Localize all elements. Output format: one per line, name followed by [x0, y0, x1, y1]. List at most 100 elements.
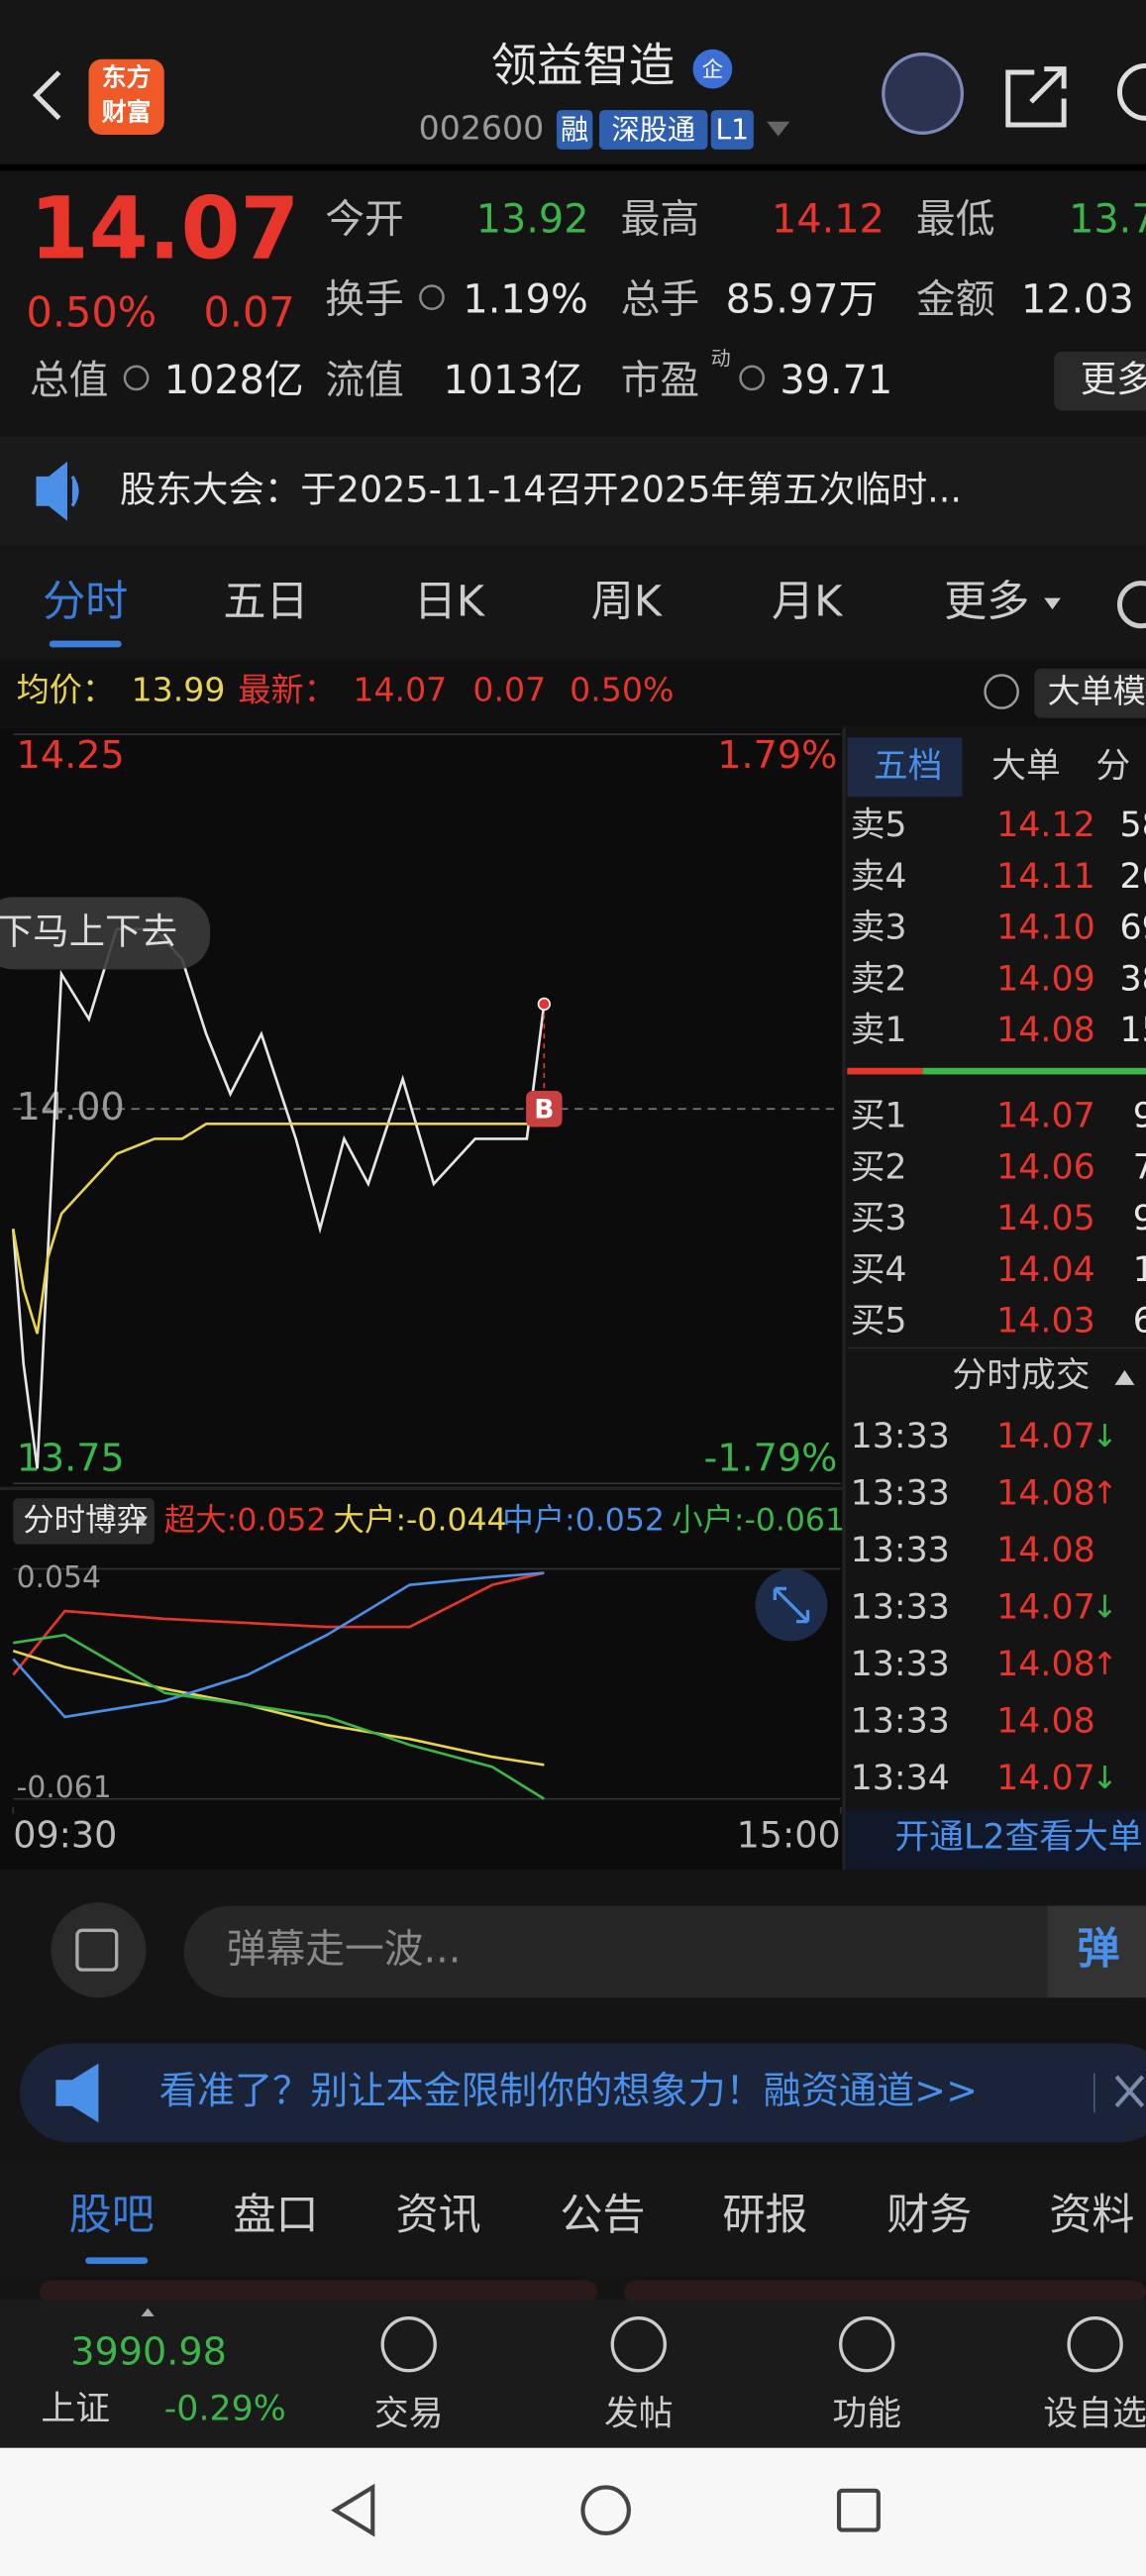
series-line: [11, 927, 546, 1469]
ask-label: 卖5: [851, 805, 907, 845]
stat-label: 流值: [325, 358, 404, 403]
expand-icon: [773, 1586, 810, 1624]
stat-label: 最高: [621, 196, 700, 242]
trade-price: 14.08: [996, 1645, 1095, 1684]
stat-label: 总手: [621, 277, 700, 323]
dropdown-icon: [767, 121, 790, 137]
action-icon[interactable]: [380, 2316, 437, 2373]
trade-price: 14.07: [996, 1759, 1095, 1798]
tab[interactable]: 分时: [43, 578, 128, 627]
ad-text[interactable]: 看准了？别让本金限制你的想象力！融资通道>>: [159, 2069, 978, 2112]
action-label[interactable]: 设自选: [1043, 2394, 1146, 2433]
trade-direction: ↑: [1092, 1475, 1117, 1511]
bottom-tab[interactable]: 资讯: [395, 2191, 480, 2240]
ask-price: 14.12: [996, 805, 1095, 845]
system-nav: [0, 2447, 1146, 2576]
avatar[interactable]: [882, 53, 965, 135]
ask-volume: 58: [1119, 805, 1146, 845]
ask-price: 14.08: [996, 1011, 1095, 1050]
change: 0.07: [204, 288, 295, 336]
tab[interactable]: 月K: [772, 578, 844, 627]
l2-link[interactable]: 开通L2查看大单: [894, 1817, 1142, 1857]
tab[interactable]: 周K: [591, 578, 664, 627]
action-label[interactable]: 功能: [832, 2394, 901, 2433]
big-order-label[interactable]: 大单模: [1048, 672, 1146, 710]
nav-recent[interactable]: [836, 2488, 881, 2532]
back-button[interactable]: [32, 70, 61, 121]
x-tick-label: 09:30: [13, 1813, 117, 1856]
bottom-tab[interactable]: 盘口: [233, 2191, 318, 2240]
bid-price: 14.07: [996, 1097, 1095, 1136]
comment-send[interactable]: 弹: [1077, 1924, 1119, 1974]
more-button[interactable]: [1054, 351, 1146, 411]
trade-price: 14.07: [996, 1588, 1095, 1628]
stat-value: 13.7: [1069, 196, 1146, 242]
action-label[interactable]: 交易: [374, 2394, 444, 2433]
nav-back[interactable]: [331, 2483, 375, 2537]
y2-tick-label: 1.79%: [717, 733, 837, 777]
tag-bg: [556, 110, 593, 150]
ad-bar[interactable]: [19, 2043, 1146, 2143]
notice-text[interactable]: 股东大会：于2025-11-14召开2025年第五次临时...: [120, 468, 962, 510]
ask-price: 14.11: [996, 857, 1095, 897]
ask-volume: 26: [1119, 857, 1146, 897]
ask-volume: 69: [1119, 909, 1146, 948]
settings-button[interactable]: [1116, 581, 1146, 629]
y-tick-label: 0.054: [17, 1560, 101, 1595]
tab[interactable]: 更多: [944, 578, 1029, 627]
legend-item: 小户:-0.061: [672, 1502, 845, 1538]
tab[interactable]: 五日: [223, 578, 308, 627]
orderbook-tab[interactable]: 分: [1095, 746, 1130, 786]
close-button[interactable]: [1114, 2075, 1145, 2108]
comment-input[interactable]: [183, 1905, 1146, 1998]
bottom-tab[interactable]: 资料: [1049, 2191, 1134, 2240]
trade-time: 13:33: [851, 1588, 950, 1628]
bid-volume: 18: [1133, 1250, 1146, 1290]
bid-volume: 6: [1133, 1301, 1146, 1341]
bottom-tab[interactable]: 股吧: [69, 2191, 155, 2240]
trade-time: 13:34: [851, 1759, 950, 1798]
dropdown-icon: [1044, 597, 1061, 610]
orderbook-tab[interactable]: 大单: [991, 746, 1061, 786]
stock-name: 领益智造: [491, 39, 676, 92]
tag: 深股通: [611, 114, 695, 147]
more-label[interactable]: 更多: [1081, 358, 1146, 400]
bid-price: 14.05: [996, 1199, 1095, 1238]
search-button[interactable]: [1117, 62, 1146, 121]
nav-home[interactable]: [580, 2485, 631, 2535]
action-icon[interactable]: [610, 2316, 667, 2373]
stat-value: 39.71: [780, 358, 892, 403]
flow-selector[interactable]: [13, 1498, 155, 1545]
bottom-tab[interactable]: 财务: [886, 2191, 972, 2240]
ask-volume: 15: [1119, 1011, 1146, 1050]
flow-selector-label[interactable]: 分时博弈: [23, 1502, 148, 1538]
bottom-tab[interactable]: 研报: [722, 2191, 807, 2240]
latest-value: 14.07: [353, 671, 447, 709]
trades-title: 分时成交: [952, 1356, 1090, 1396]
comment-icon[interactable]: [51, 1902, 147, 1998]
bid-label: 买1: [851, 1097, 907, 1136]
action-label[interactable]: 发帖: [604, 2394, 674, 2433]
comment-icon-glyph: [75, 1928, 119, 1972]
stat-label: 总值: [30, 358, 109, 403]
tag-bg: [710, 110, 754, 150]
trade-direction: ↓: [1092, 1761, 1117, 1796]
index-change: -0.29%: [164, 2390, 286, 2429]
bid-price: 14.03: [996, 1301, 1095, 1341]
bottom-tab[interactable]: 公告: [560, 2191, 645, 2240]
ask-volume: 38: [1119, 959, 1146, 999]
tag: 融: [561, 114, 588, 147]
action-icon[interactable]: [1067, 2316, 1123, 2373]
tab[interactable]: 日K: [414, 578, 486, 627]
trades-divider: [847, 1346, 1146, 1349]
orderbook-tab[interactable]: 五档: [874, 746, 943, 786]
info-icon: [739, 365, 766, 391]
action-icon[interactable]: [839, 2316, 895, 2373]
trade-direction: ↑: [1092, 1647, 1117, 1682]
panel-divider: [842, 727, 846, 1870]
tab-underline: [49, 640, 122, 648]
trade-time: 13:33: [851, 1702, 950, 1742]
big-order-button[interactable]: [1034, 668, 1146, 718]
trade-time: 13:33: [851, 1645, 950, 1684]
share-button[interactable]: [1005, 66, 1067, 128]
